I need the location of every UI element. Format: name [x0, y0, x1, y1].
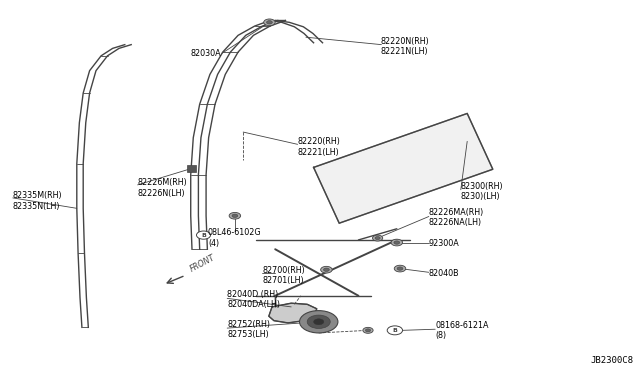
- Circle shape: [397, 267, 403, 270]
- Text: 82300(RH)
8230)(LH): 82300(RH) 8230)(LH): [461, 182, 504, 201]
- Polygon shape: [269, 303, 317, 323]
- Circle shape: [267, 20, 273, 24]
- Text: 82226MA(RH)
82226NA(LH): 82226MA(RH) 82226NA(LH): [429, 208, 484, 227]
- Circle shape: [394, 241, 400, 244]
- Circle shape: [300, 311, 338, 333]
- Circle shape: [264, 19, 275, 26]
- Text: B: B: [392, 328, 397, 333]
- Circle shape: [375, 237, 380, 240]
- Text: 92300A: 92300A: [429, 239, 460, 248]
- Circle shape: [323, 268, 329, 272]
- Text: 82335M(RH)
82335N(LH): 82335M(RH) 82335N(LH): [13, 191, 63, 211]
- Circle shape: [387, 326, 403, 335]
- Text: 82700(RH)
82701(LH): 82700(RH) 82701(LH): [262, 266, 305, 285]
- Circle shape: [314, 319, 324, 325]
- Circle shape: [391, 239, 403, 246]
- Circle shape: [229, 212, 241, 219]
- Text: 82040D (RH)
82040DA(LH): 82040D (RH) 82040DA(LH): [227, 290, 280, 309]
- Text: 82220(RH)
82221(LH): 82220(RH) 82221(LH): [298, 137, 340, 157]
- Circle shape: [232, 214, 238, 217]
- Text: 82030A: 82030A: [190, 49, 221, 58]
- Text: FRONT: FRONT: [188, 253, 216, 273]
- Text: 08168-6121A
(8): 08168-6121A (8): [435, 321, 489, 340]
- Text: 08L46-6102G
(4): 08L46-6102G (4): [208, 228, 262, 248]
- Circle shape: [196, 231, 211, 239]
- Bar: [187, 165, 196, 172]
- Text: JB2300C8: JB2300C8: [591, 356, 634, 365]
- Circle shape: [321, 266, 332, 273]
- Circle shape: [372, 235, 383, 241]
- Circle shape: [394, 265, 406, 272]
- Text: 82040B: 82040B: [429, 269, 460, 278]
- Text: B: B: [201, 232, 206, 238]
- Polygon shape: [314, 113, 493, 223]
- Text: 82752(RH)
82753(LH): 82752(RH) 82753(LH): [227, 320, 270, 339]
- Circle shape: [365, 329, 371, 332]
- Circle shape: [307, 315, 330, 328]
- Text: 82220N(RH)
82221N(LH): 82220N(RH) 82221N(LH): [381, 37, 429, 56]
- Text: 82226M(RH)
82226N(LH): 82226M(RH) 82226N(LH): [138, 178, 188, 198]
- Circle shape: [363, 327, 373, 333]
